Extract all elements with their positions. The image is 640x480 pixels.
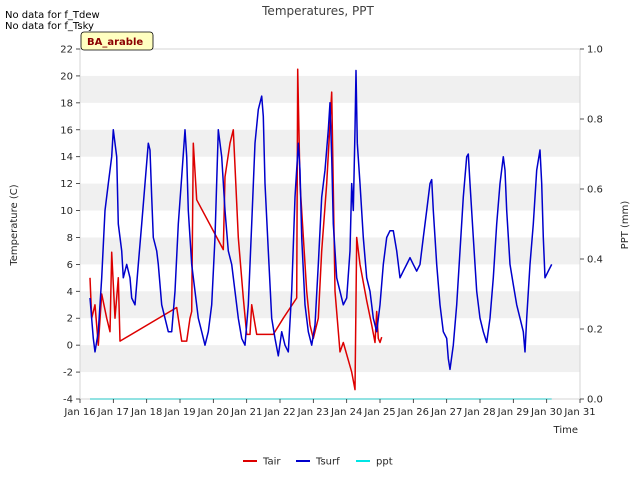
x-tick-label: Jan 20 (197, 407, 229, 418)
y-axis-left: -4 -2 0 2 4 6 8 10 12 14 16 18 20 22 (60, 45, 80, 406)
y-tick-label: 0 (67, 341, 73, 352)
x-axis-label: Time (553, 425, 578, 436)
grid-bands (80, 75, 580, 373)
series-line-tsurf (89, 69, 553, 371)
chart-title: Temperatures, PPT (261, 4, 374, 18)
site-badge-box (80, 31, 154, 51)
grid-band (80, 75, 580, 103)
legend-label-ppt: ppt (376, 457, 393, 468)
y2-axis-label: PPT (mm) (620, 201, 631, 250)
site-badge-label: BA_arable (87, 37, 143, 48)
legend: Tair Tsurf ppt (243, 457, 393, 468)
y-tick-label: 22 (60, 45, 73, 56)
x-tick-label: Jan 30 (530, 407, 562, 418)
x-tick-label: Jan 22 (263, 407, 295, 418)
x-tick-label: Jan 16 (63, 407, 95, 418)
x-tick-label: Jan 26 (397, 407, 429, 418)
x-tick-label: Jan 17 (97, 407, 129, 418)
x-tick-label: Jan 19 (163, 407, 195, 418)
plot-frame (79, 48, 581, 400)
legend-label-tsurf: Tsurf (315, 457, 340, 468)
grid-band (80, 237, 580, 265)
y2-tick-label: 0.6 (587, 185, 603, 196)
y2-tick-label: 0.8 (587, 115, 603, 126)
note-no-data-tdew: No data for f_Tdew (5, 10, 100, 21)
series-line-tair (89, 68, 383, 391)
x-tick-label: Jan 28 (463, 407, 495, 418)
note-no-data-tsky: No data for f_Tsky (5, 21, 94, 32)
legend-label-tair: Tair (262, 457, 281, 468)
x-tick-label: Jan 23 (297, 407, 329, 418)
x-tick-label: Jan 18 (130, 407, 162, 418)
y-tick-label: -2 (63, 368, 73, 379)
y-tick-label: 12 (60, 179, 73, 190)
site-badge: BA_arable (80, 31, 154, 51)
y-tick-label: -4 (63, 395, 73, 406)
y-tick-label: 2 (67, 314, 73, 325)
x-tick-label: Jan 31 (563, 407, 595, 418)
x-tick-label: Jan 29 (497, 407, 529, 418)
x-tick-label: Jan 25 (363, 407, 395, 418)
y2-tick-label: 0.0 (587, 395, 603, 406)
y-tick-label: 18 (60, 98, 73, 109)
y-tick-label: 8 (67, 233, 73, 244)
y2-tick-label: 1.0 (587, 45, 603, 56)
x-axis: Jan 16 Jan 17 Jan 18 Jan 19 Jan 20 Jan 21 Jan … (63, 399, 596, 418)
x-tick-label: Jan 27 (430, 407, 462, 418)
y-tick-label: 10 (60, 206, 73, 217)
grid-band (80, 345, 580, 373)
grid-band (80, 291, 580, 319)
y-tick-label: 4 (67, 287, 73, 298)
x-tick-label: Jan 21 (230, 407, 262, 418)
y-tick-label: 16 (60, 125, 73, 136)
y2-tick-label: 0.2 (587, 325, 603, 336)
y-axis-label: Temperature (C) (9, 184, 20, 266)
y-tick-label: 6 (67, 260, 73, 271)
y-tick-label: 14 (60, 152, 73, 163)
y-tick-label: 20 (60, 71, 73, 82)
y-axis-right: 0.0 0.2 0.4 0.6 0.8 1.0 (580, 45, 603, 406)
x-tick-label: Jan 24 (330, 407, 362, 418)
y2-tick-label: 0.4 (587, 255, 603, 266)
grid-band (80, 183, 580, 211)
